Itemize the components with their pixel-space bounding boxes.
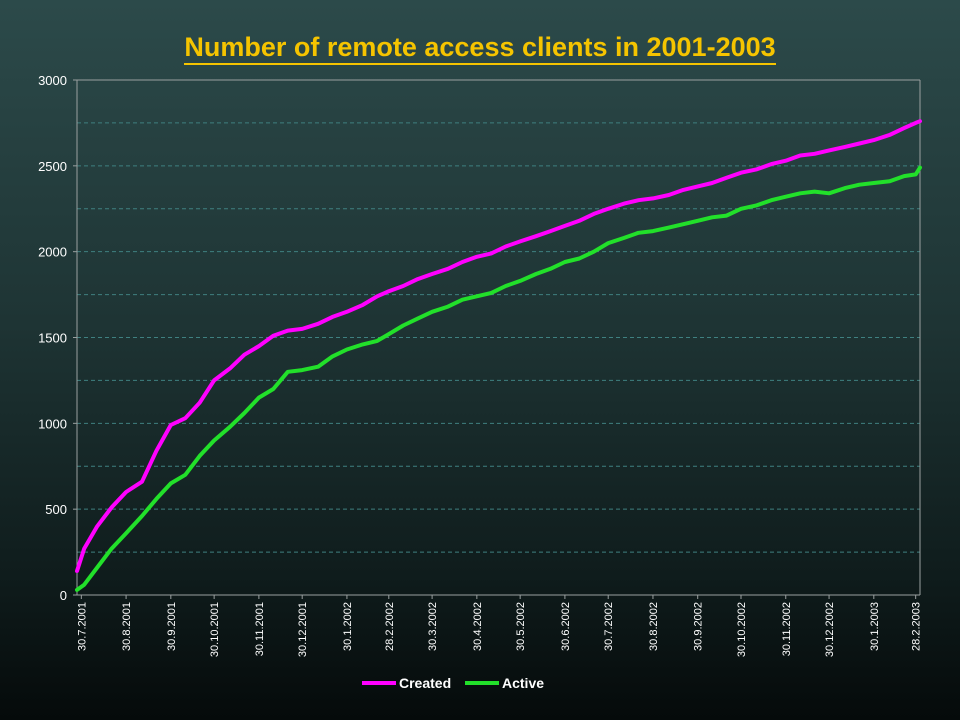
x-tick-label: 30.8.2001: [121, 602, 133, 651]
y-axis-tick-labels: 0 500 1000 1500 2000 2500 3000: [38, 73, 67, 603]
x-tick-label: 30.11.2002: [781, 602, 793, 656]
x-tick-label: 30.10.2002: [736, 602, 748, 657]
x-tick-label: 30.12.2002: [824, 602, 836, 657]
x-tick-label: 30.11.2001: [254, 602, 266, 656]
x-axis-tick-labels: 30.7.2001 30.8.2001 30.9.2001 30.10.2001 30.…: [76, 602, 922, 657]
y-tick-label: 3000: [38, 73, 67, 88]
x-tick-label: 30.4.2002: [472, 602, 484, 651]
x-tick-label: 30.6.2002: [560, 602, 572, 651]
x-tick-label: 30.7.2002: [603, 602, 615, 651]
x-tick-label: 30.5.2002: [515, 602, 527, 651]
x-tick-label: 30.10.2001: [209, 602, 221, 657]
x-tick-label: 30.1.2002: [342, 602, 354, 651]
y-tick-label: 2500: [38, 159, 67, 174]
x-tick-label: 30.8.2002: [648, 602, 660, 651]
x-tick-label: 30.12.2001: [297, 602, 309, 657]
series-line-created: [75, 119, 922, 573]
chart-title: Number of remote access clients in 2001-…: [0, 32, 960, 65]
y-tick-label: 0: [60, 588, 67, 603]
legend-label-active: Active: [502, 675, 544, 691]
x-tick-label: 30.9.2002: [693, 602, 705, 651]
series-lines: [75, 119, 922, 592]
y-tick-label: 2000: [38, 245, 67, 260]
x-tick-label: 30.1.2003: [869, 602, 881, 651]
series-line-active: [75, 165, 922, 592]
x-tick-label: 30.3.2002: [427, 602, 439, 651]
chart-title-text: Number of remote access clients in 2001-…: [184, 32, 776, 65]
legend: Created Active: [362, 675, 544, 691]
legend-label-created: Created: [399, 675, 451, 691]
y-tick-label: 1000: [38, 416, 67, 431]
x-tick-label: 30.9.2001: [166, 602, 178, 651]
y-tick-label: 500: [45, 502, 67, 517]
x-tick-label: 30.7.2001: [76, 602, 88, 651]
x-tick-label: 28.2.2003: [911, 602, 923, 651]
x-tick-label: 28.2.2002: [384, 602, 396, 651]
gridlines: [77, 122, 920, 553]
y-tick-label: 1500: [38, 331, 67, 346]
